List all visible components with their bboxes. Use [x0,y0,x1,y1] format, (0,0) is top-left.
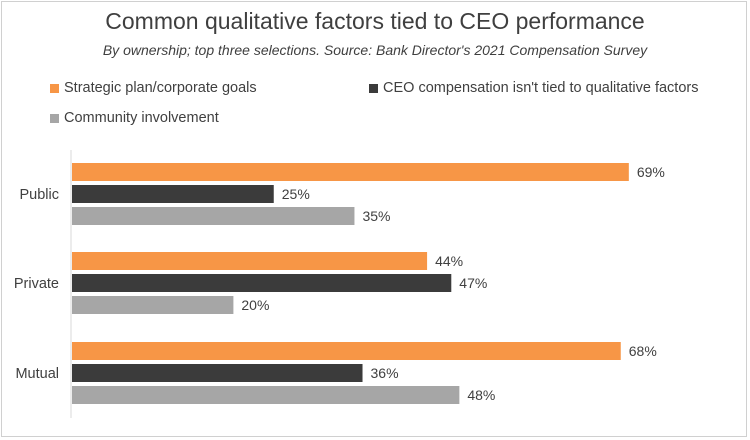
bar-mutual-series-2 [72,386,460,404]
legend-label-community-involvement: Community involvement [64,110,219,126]
bar-private-series-0 [72,252,428,270]
data-label-private-series-2: 20% [241,297,269,313]
value-labels: 69% 25% 35% 44% 47% 20% 68% 36% 48% [241,164,664,403]
bar-mutual-series-0 [72,342,621,360]
legend-swatch-ceo-compensation [369,83,378,93]
category-label-private: Private [14,276,59,292]
bar-private-series-2 [72,296,234,314]
data-label-private-series-0: 44% [435,253,463,269]
category-label-public: Public [20,187,60,203]
legend-swatch-strategic-plan [50,83,59,93]
legend-label-strategic-plan: Strategic plan/corporate goals [64,80,257,96]
category-label-mutual: Mutual [15,366,59,382]
chart-title: Common qualitative factors tied to CEO p… [105,8,645,34]
data-label-mutual-series-1: 36% [371,365,399,381]
data-label-mutual-series-2: 48% [467,387,495,403]
category-labels: Public Private Mutual [14,187,59,382]
chart-subtitle: By ownership; top three selections. Sour… [102,42,648,58]
bars [72,163,629,404]
bar-private-series-1 [72,274,452,292]
legend-swatch-community-involvement [50,113,59,123]
bar-public-series-0 [72,163,629,181]
data-label-private-series-1: 47% [459,275,487,291]
legend-label-ceo-compensation: CEO compensation isn't tied to qualitati… [383,80,699,96]
data-label-public-series-2: 35% [362,208,390,224]
bar-mutual-series-1 [72,364,363,382]
legend-item-ceo-compensation: CEO compensation isn't tied to qualitati… [369,80,698,96]
bar-public-series-2 [72,207,355,225]
data-label-public-series-0: 69% [637,164,665,180]
legend-item-community-involvement: Community involvement [50,110,219,126]
data-label-mutual-series-0: 68% [629,343,657,359]
data-label-public-series-1: 25% [282,186,310,202]
bar-public-series-1 [72,185,274,203]
legend-item-strategic-plan: Strategic plan/corporate goals [50,80,257,96]
